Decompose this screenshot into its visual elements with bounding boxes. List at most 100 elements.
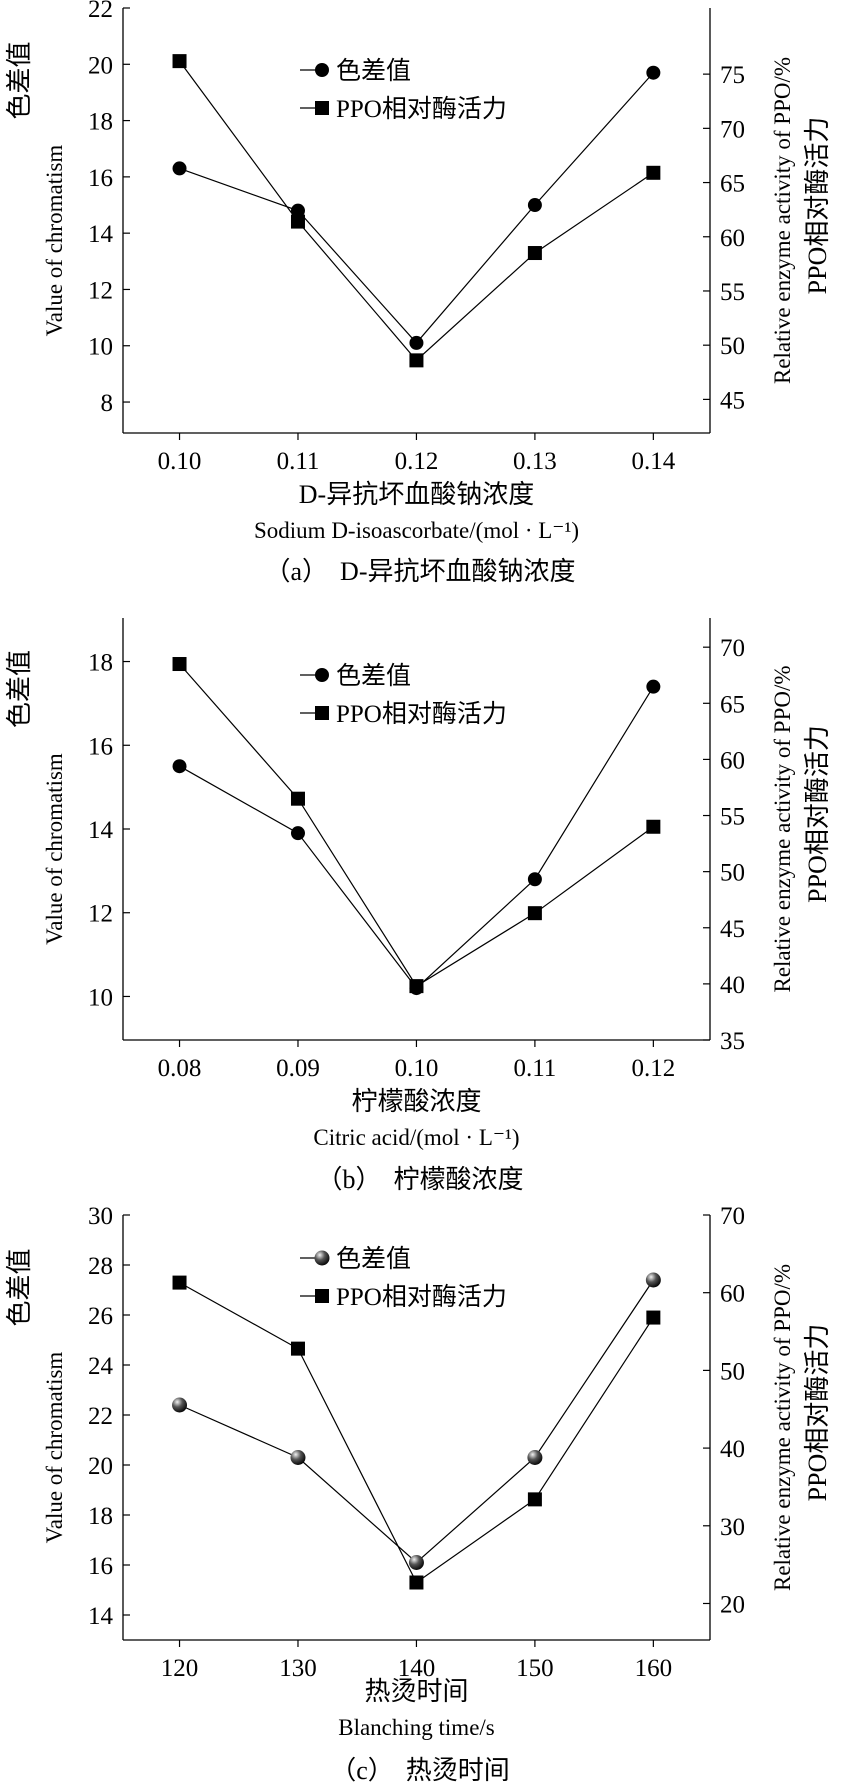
y-right-tick-label: 75	[720, 62, 745, 89]
y-left-title-en: Value of chromatism	[42, 753, 67, 945]
x-title-cn: D-异抗坏血酸钠浓度	[299, 480, 534, 509]
y-right-tick-label: 45	[720, 387, 745, 414]
y-left-tick-label: 12	[88, 277, 113, 304]
y-left-tick-label: 16	[88, 733, 113, 760]
y-left-tick-label: 18	[88, 650, 113, 677]
y-right-tick-label: 50	[720, 860, 745, 887]
x-tick-label: 130	[279, 1655, 317, 1682]
panel-caption-text: 柠檬酸浓度	[394, 1165, 524, 1194]
y-left-tick-label: 10	[88, 984, 113, 1011]
data-point-square	[409, 353, 424, 368]
y-left-tick-label: 18	[88, 1503, 113, 1530]
y-left-tick-label: 22	[88, 1403, 113, 1430]
y-right-title-cn: PPO相对酶活力	[803, 1324, 832, 1502]
y-left-tick-label: 14	[88, 817, 114, 844]
panel-caption: （b） 柠檬酸浓度	[316, 1165, 523, 1194]
x-title-en: Blanching time/s	[338, 1715, 495, 1740]
y-right-tick-label: 60	[720, 225, 745, 252]
y-left-title-cn: 色差值	[5, 1248, 34, 1326]
data-point-circle	[527, 872, 542, 887]
y-left-tick-label: 20	[88, 52, 113, 79]
data-point-circle	[646, 679, 661, 694]
y-right-tick-label: 70	[720, 635, 745, 662]
legend-label: 色差值	[336, 1245, 411, 1273]
y-left-tick-label: 14	[88, 1603, 114, 1630]
panel-label: （b）	[316, 1165, 381, 1194]
x-tick-label: 0.10	[158, 448, 202, 475]
legend-marker-circle	[315, 63, 329, 77]
legend-label: 色差值	[336, 662, 411, 690]
y-left-title-cn: 色差值	[5, 650, 34, 728]
chart-panel-2: 0.08 0.09 0.10 0.11 0.12 10 12 14 16 18 35 40 45 50 55…	[5, 618, 832, 1194]
y-right-tick-label: 40	[720, 972, 745, 999]
series-line-1	[179, 686, 654, 989]
y-right-tick-label: 70	[720, 1203, 745, 1230]
y-right-tick-label: 55	[720, 804, 745, 831]
legend-label: PPO相对酶活力	[336, 95, 507, 123]
y-left-tick-label: 8	[101, 390, 114, 417]
data-point-square	[409, 1575, 424, 1590]
y-right-tick-label: 70	[720, 116, 745, 143]
y-left-title-en: Value of chromatism	[42, 145, 67, 337]
x-tick-label: 0.14	[631, 448, 675, 475]
y-right-title-en: Relative enzyme activity of PPO/%	[770, 1264, 795, 1591]
y-right-title-cn: PPO相对酶活力	[803, 725, 832, 903]
y-left-tick-label: 26	[88, 1303, 113, 1330]
x-title-en: Citric acid/(mol · L⁻¹)	[313, 1125, 519, 1150]
x-tick-label: 0.10	[395, 1055, 439, 1082]
x-tick-label: 0.12	[631, 1055, 675, 1082]
y-right-tick-label: 40	[720, 1436, 745, 1463]
data-point-circle	[409, 335, 424, 350]
y-left-tick-label: 18	[88, 109, 113, 136]
y-left-tick-label: 10	[88, 334, 113, 361]
data-point-circle	[172, 161, 187, 176]
y-left-tick-label: 12	[88, 901, 113, 928]
data-point-square	[290, 214, 305, 229]
legend-marker-square	[315, 101, 329, 115]
data-point-square	[409, 979, 424, 994]
panel-caption: （a） D-异抗坏血酸钠浓度	[265, 557, 576, 586]
x-tick-label: 160	[635, 1655, 673, 1682]
x-tick-label: 0.12	[395, 448, 439, 475]
panel-label: （c）	[330, 1756, 394, 1785]
x-title-cn: 热烫时间	[364, 1677, 468, 1706]
data-point-square	[646, 819, 661, 834]
x-title-en: Sodium D-isoascorbate/(mol · L⁻¹)	[254, 518, 579, 543]
panel-caption-text: D-异抗坏血酸钠浓度	[340, 557, 575, 586]
y-right-tick-label: 60	[720, 747, 745, 774]
data-point-square	[646, 1310, 661, 1325]
x-tick-label: 0.09	[276, 1055, 320, 1082]
data-point-circle	[290, 203, 305, 218]
x-title-cn: 柠檬酸浓度	[351, 1087, 481, 1116]
data-point-square	[172, 1275, 187, 1290]
y-left-tick-label: 22	[88, 0, 113, 23]
x-tick-label: 150	[516, 1655, 554, 1682]
y-right-tick-label: 60	[720, 1281, 745, 1308]
y-right-tick-label: 30	[720, 1514, 745, 1541]
y-right-tick-label: 65	[720, 691, 745, 718]
data-point-square	[527, 246, 542, 261]
x-tick-label: 0.11	[513, 1055, 556, 1082]
x-tick-label: 120	[161, 1655, 199, 1682]
series-line-2	[179, 1282, 654, 1584]
y-right-tick-label: 45	[720, 916, 745, 943]
data-point-square	[290, 791, 305, 806]
legend-marker-sphere	[314, 1250, 330, 1266]
panel-label: （a）	[265, 557, 329, 586]
y-right-tick-label: 35	[720, 1028, 745, 1055]
data-point-sphere	[172, 1397, 188, 1413]
data-point-square	[290, 1341, 305, 1356]
legend-label: PPO相对酶活力	[336, 700, 507, 728]
y-left-tick-label: 16	[88, 165, 113, 192]
y-right-tick-label: 50	[720, 333, 745, 360]
y-left-tick-label: 28	[88, 1253, 113, 1280]
legend-label: PPO相对酶活力	[336, 1283, 507, 1311]
data-point-square	[172, 657, 187, 672]
chart-panel-3: 120 130 140 150 160 14 16 18 20 22 24 26 28 30 20 30 40 5…	[5, 1203, 832, 1785]
y-left-tick-label: 20	[88, 1453, 113, 1480]
data-point-square	[646, 165, 661, 180]
y-right-title-en: Relative enzyme activity of PPO/%	[770, 57, 795, 384]
y-right-tick-label: 50	[720, 1358, 745, 1385]
